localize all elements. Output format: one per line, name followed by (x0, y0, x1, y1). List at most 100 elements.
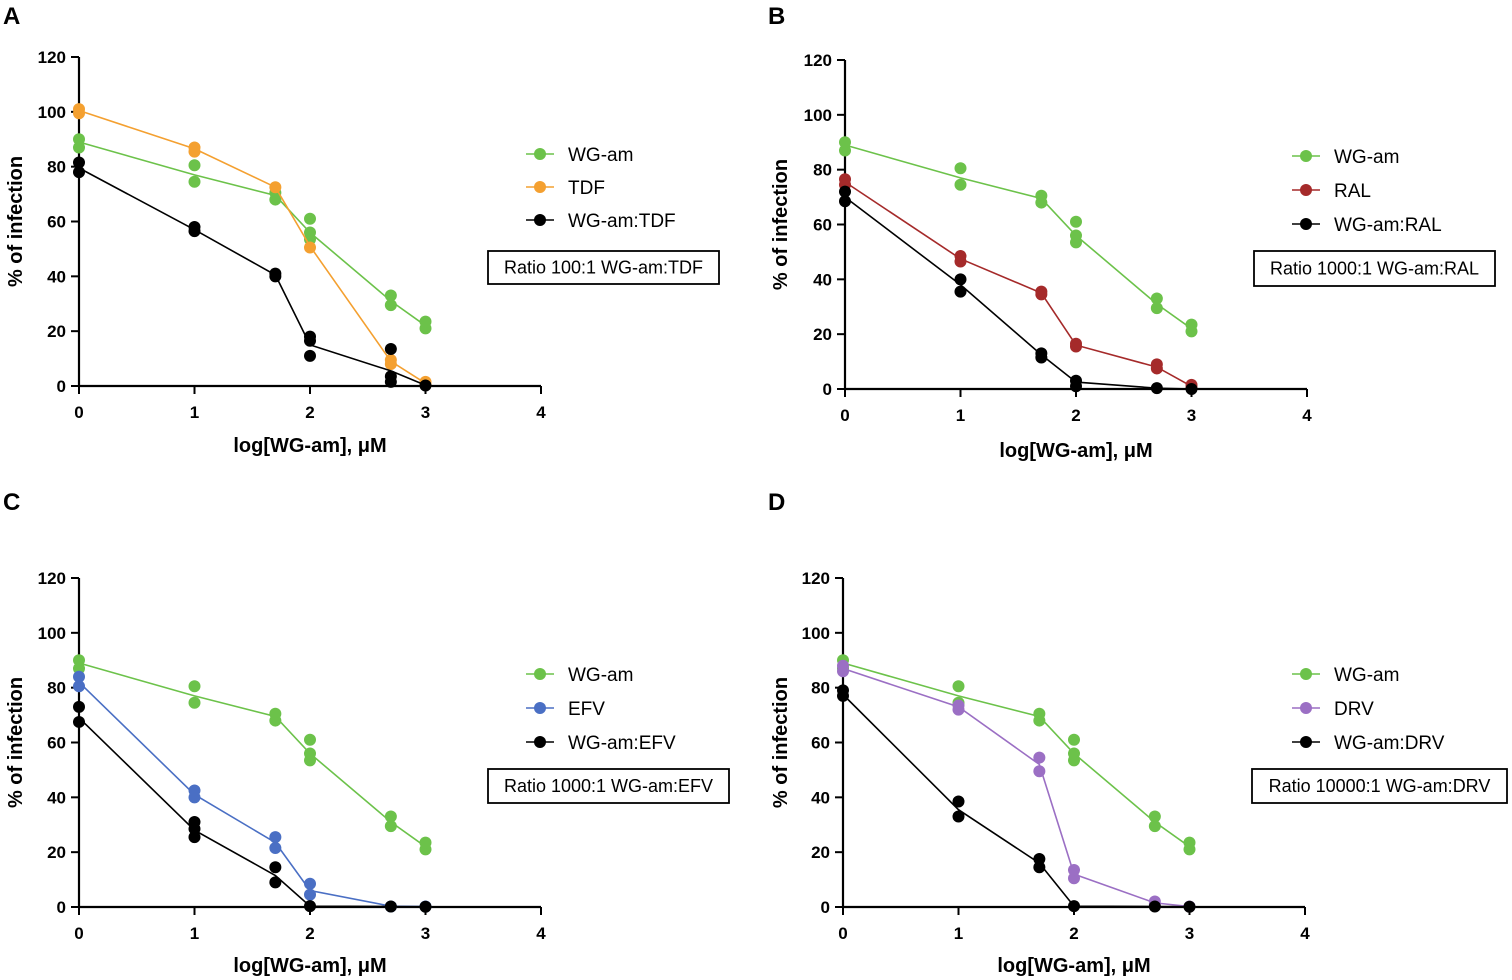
data-point (1070, 374, 1082, 387)
data-point (269, 181, 282, 194)
x-axis-title: log[WG-am], μM (233, 435, 386, 457)
data-point (73, 156, 85, 169)
y-tick-label: 80 (811, 679, 830, 698)
legend-item: WG-am:RAL (1292, 215, 1442, 236)
x-tick-label: 4 (1300, 924, 1310, 943)
data-point (952, 795, 965, 808)
y-tick-label: 40 (811, 788, 830, 807)
data-point (304, 212, 316, 225)
legend-item: WG-am:DRV (1292, 733, 1445, 754)
data-point (954, 178, 967, 191)
y-tick-label: 0 (823, 380, 832, 399)
data-point (1070, 215, 1082, 228)
data-point (73, 103, 85, 116)
data-point (954, 285, 967, 298)
data-point (188, 159, 201, 172)
data-point (1185, 318, 1198, 331)
data-point (269, 831, 282, 844)
chart-panel-d: D 0 20 40 60 80 100 120 0 1 2 3 4 % of infection log[W… (768, 489, 1508, 977)
y-tick-label: 0 (57, 898, 66, 917)
data-point (304, 733, 316, 746)
chart-panel-b: B 0 20 40 60 80 100 120 0 1 2 3 4 % of infection log[W… (768, 3, 1496, 462)
panel-letter: B (768, 3, 785, 30)
data-point (1150, 358, 1163, 371)
data-point (837, 659, 849, 672)
legend-label: WG-am:TDF (568, 211, 676, 232)
data-point (269, 876, 282, 889)
data-point (1033, 853, 1046, 866)
data-point (1033, 765, 1046, 778)
x-tick-label: 2 (1069, 924, 1078, 943)
data-point (188, 680, 201, 693)
data-point (419, 900, 432, 913)
data-point (384, 370, 397, 383)
ratio-label: Ratio 10000:1 WG-am:DRV (1269, 776, 1491, 796)
data-point (419, 315, 432, 328)
data-point (188, 141, 201, 154)
data-point (304, 747, 316, 760)
y-tick-label: 100 (804, 106, 832, 125)
legend-marker (534, 668, 546, 680)
series-line (78, 717, 426, 908)
ratio-box (487, 768, 730, 804)
ratio-annotation: Ratio 1000:1 WG-am:EFV (487, 768, 730, 804)
y-tick-label: 40 (813, 270, 832, 289)
data-point (73, 670, 85, 683)
data-point (1183, 900, 1196, 913)
legend-marker (534, 702, 546, 714)
legend-label: WG-am (568, 665, 633, 686)
ratio-label: Ratio 1000:1 WG-am:RAL (1270, 259, 1479, 279)
data-point (73, 715, 85, 728)
x-tick-label: 2 (305, 924, 314, 943)
data-point (188, 175, 201, 188)
data-point (304, 888, 316, 901)
data-point (304, 877, 316, 890)
legend-label: WG-am:EFV (568, 733, 676, 754)
y-axis-title: % of infection (770, 677, 792, 808)
data-point (837, 684, 849, 697)
data-point (384, 900, 397, 913)
data-point (1033, 707, 1046, 720)
legend-marker (534, 736, 546, 748)
x-tick-label: 0 (838, 924, 847, 943)
data-point (419, 379, 432, 392)
data-point (384, 342, 397, 355)
series-wg-am-ral (839, 185, 1198, 395)
data-point (1068, 733, 1080, 746)
x-tick-label: 3 (1187, 406, 1196, 425)
series-wg-am-drv (837, 684, 1196, 913)
data-point (188, 220, 201, 233)
x-tick-label: 1 (954, 924, 963, 943)
data-point (419, 836, 432, 849)
x-tick-label: 3 (1185, 924, 1194, 943)
legend-item: TDF (526, 178, 605, 199)
legend-label: RAL (1334, 181, 1371, 202)
x-tick-label: 4 (1302, 406, 1312, 425)
data-point (188, 816, 201, 829)
y-tick-label: 60 (47, 213, 66, 232)
data-point (952, 810, 965, 823)
y-tick-label: 80 (47, 158, 66, 177)
ratio-box (1253, 250, 1496, 287)
data-point (304, 900, 316, 913)
y-tick-label: 0 (821, 898, 830, 917)
legend-label: WG-am:DRV (1334, 733, 1445, 754)
legend-marker (1300, 702, 1312, 714)
data-point (304, 241, 316, 254)
series-line (844, 196, 1192, 390)
y-tick-label: 20 (47, 322, 66, 341)
data-point (1035, 285, 1048, 298)
legend-label: WG-am:RAL (1334, 215, 1442, 236)
y-tick-label: 0 (57, 377, 66, 396)
legend-item: WG-am (526, 145, 633, 166)
data-point (1068, 872, 1080, 885)
legend-item: WG-am:TDF (526, 211, 676, 232)
data-point (952, 699, 965, 712)
x-tick-label: 4 (536, 924, 546, 943)
data-point (952, 680, 965, 693)
data-point (188, 696, 201, 709)
series-wg-am-efv (73, 700, 432, 913)
data-point (73, 141, 85, 154)
y-axis-title: % of infection (5, 677, 27, 808)
